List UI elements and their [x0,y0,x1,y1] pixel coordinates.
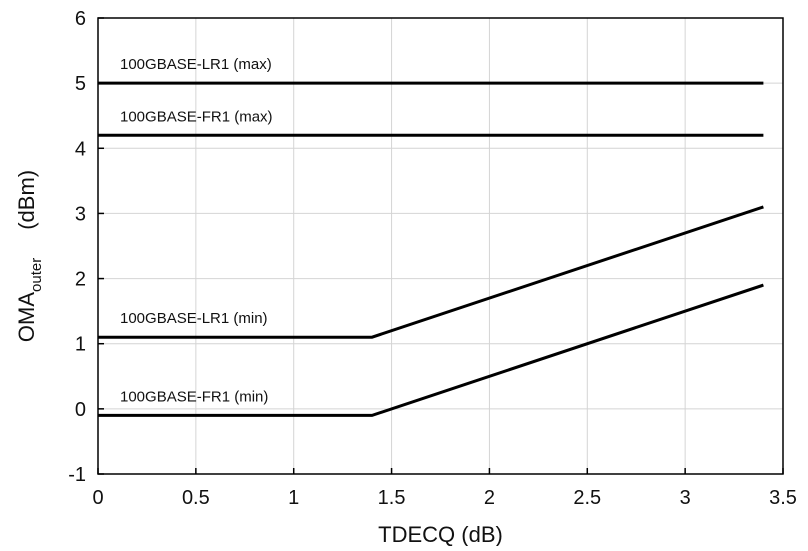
x-tick-label: 1.5 [378,487,406,509]
series-lines [98,81,764,417]
x-tick-label: 0.5 [182,487,210,509]
series-line [98,205,764,339]
series-line [98,283,764,417]
x-tick-labels: 0 0.5 1 1.5 2 2.5 3 3.5 [92,487,796,509]
y-tick-label: 0 [75,399,86,421]
x-tick-label: 2.5 [573,487,601,509]
y-tick-label: 5 [75,73,86,95]
plot-frame [97,17,784,475]
grid [97,17,784,475]
x-tick-label: 3.5 [769,487,797,509]
y-tick-label: -1 [68,464,86,486]
x-tick-label: 1 [288,487,299,509]
ticks [97,17,784,475]
series-label: 100GBASE-FR1 (min) [120,388,268,405]
y-axis-title-main: OMA [14,292,39,342]
y-axis-title-unit: (dBm) [14,170,39,230]
y-axis-title: OMAouter (dBm) [14,170,45,342]
series-labels: 100GBASE-LR1 (max) 100GBASE-FR1 (max) 100G… [120,56,273,405]
y-tick-labels: -1 0 1 2 3 4 5 6 [68,8,86,486]
x-tick-label: 0 [92,487,103,509]
y-tick-label: 3 [75,203,86,225]
series-label: 100GBASE-LR1 (max) [120,56,272,73]
y-axis-title-subscript: outer [28,258,45,292]
y-tick-label: 1 [75,334,86,356]
y-tick-label: 6 [75,8,86,30]
y-tick-label: 4 [75,138,86,160]
series-label: 100GBASE-LR1 (min) [120,310,268,327]
x-axis-title: TDECQ (dB) [378,522,503,546]
series-label: 100GBASE-FR1 (max) [120,108,273,125]
x-tick-label: 2 [484,487,495,509]
y-tick-label: 2 [75,269,86,291]
x-tick-label: 3 [680,487,691,509]
